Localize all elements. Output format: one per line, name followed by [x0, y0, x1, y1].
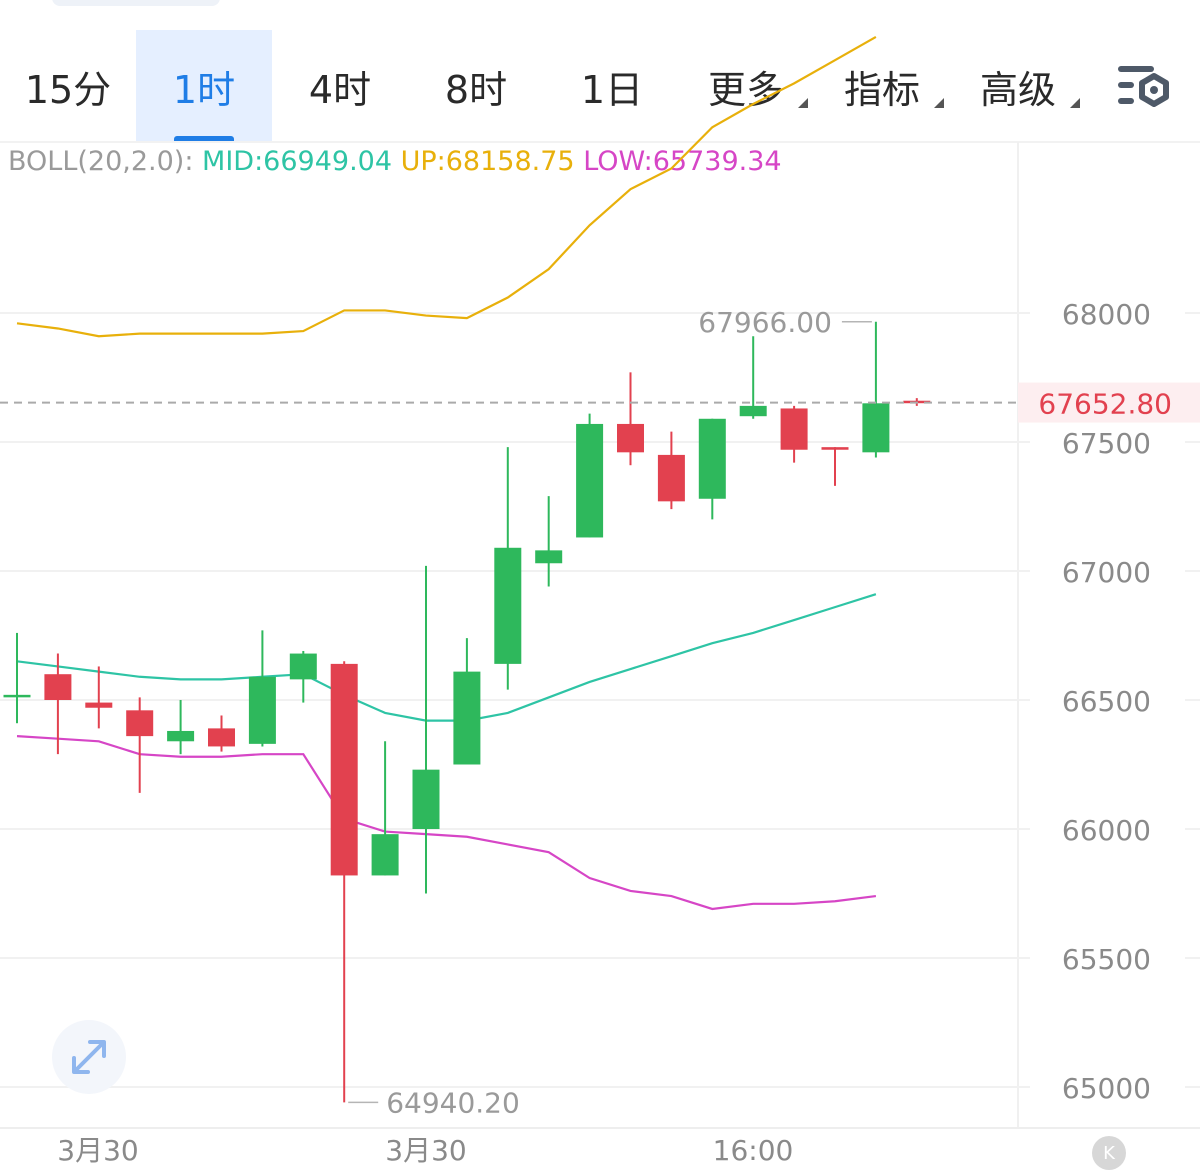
- candle-body: [208, 728, 235, 747]
- boll-upper-line: [16, 35, 877, 338]
- tab-indicators[interactable]: 指标: [826, 30, 944, 142]
- candle-body: [126, 710, 154, 737]
- tab-1hour[interactable]: 1时: [136, 30, 272, 142]
- candle-body: [371, 834, 399, 876]
- candle-body: [739, 405, 767, 417]
- boll-indicator-readout: BOLL(20,2.0): MID:66949.04 UP:68158.75 L…: [8, 146, 782, 177]
- y-tick-label: 66500: [1062, 685, 1151, 718]
- candle-body: [248, 676, 276, 744]
- tab-label: 高级: [979, 67, 1056, 112]
- candle-body: [494, 547, 522, 664]
- candle-body: [780, 408, 808, 450]
- y-tick-label: 65500: [1062, 943, 1151, 976]
- k-line-icon: K: [1103, 1142, 1115, 1164]
- candle-body: [698, 418, 726, 499]
- tab-label: 4时: [308, 67, 372, 112]
- k-line-button[interactable]: K: [1092, 1136, 1126, 1170]
- chart-settings-icon[interactable]: [1114, 62, 1174, 112]
- timeframe-tab-bar: 15分 1时 4时 8时 1日 更多 指标 高级: [0, 30, 1200, 142]
- tab-label: 1日: [580, 67, 644, 112]
- candle-body: [453, 671, 481, 765]
- tab-label: 15分: [24, 67, 112, 112]
- dropdown-caret-icon: [934, 98, 944, 108]
- candle-body: [535, 550, 563, 564]
- boll-name: BOLL(20,2.0):: [8, 146, 194, 177]
- expand-arrows-icon: [72, 1040, 106, 1074]
- tab-8hour[interactable]: 8时: [408, 30, 544, 142]
- dropdown-caret-icon: [1070, 98, 1080, 108]
- boll-low: LOW:65739.34: [583, 146, 782, 177]
- boll-up: UP:68158.75: [400, 146, 575, 177]
- y-tick-label: 65000: [1062, 1072, 1151, 1105]
- candle-body: [576, 423, 604, 538]
- tab-label: 指标: [843, 67, 920, 112]
- x-tick-label: 3月30: [57, 1134, 138, 1167]
- top-scroll-pill: [52, 0, 220, 6]
- candle-body: [657, 454, 685, 502]
- candle-body: [289, 653, 317, 680]
- current-price-tag: [1018, 382, 1200, 423]
- candle-body: [617, 423, 644, 453]
- candle-body: [85, 702, 113, 708]
- candle-body: [821, 447, 849, 450]
- current-price-label: 67652.80: [1038, 388, 1172, 421]
- tab-1day[interactable]: 1日: [544, 30, 680, 142]
- candle-body: [862, 403, 890, 453]
- active-tab-indicator: [174, 136, 234, 142]
- dropdown-caret-icon: [798, 98, 808, 108]
- x-tick-label: 16:00: [713, 1134, 794, 1167]
- low-marker-label: 64940.20: [386, 1086, 520, 1119]
- candle-body: [167, 730, 195, 742]
- tab-label: 更多: [707, 67, 784, 112]
- y-tick-label: 67500: [1062, 427, 1151, 460]
- candle-body: [44, 674, 72, 700]
- y-tick-label: 68000: [1062, 298, 1151, 331]
- boll-mid: MID:66949.04: [202, 146, 393, 177]
- candle-body: [412, 769, 440, 829]
- candle-body: [3, 694, 31, 698]
- x-tick-label: 3月30: [385, 1134, 466, 1167]
- boll-mid-line: [16, 593, 877, 722]
- expand-chart-button[interactable]: [52, 1020, 126, 1094]
- tab-advanced[interactable]: 高级: [962, 30, 1080, 142]
- y-tick-label: 67000: [1062, 556, 1151, 589]
- boll-lower-line: [16, 735, 877, 911]
- tab-4hour[interactable]: 4时: [272, 30, 408, 142]
- y-tick-label: 66000: [1062, 814, 1151, 847]
- tab-label: 8时: [444, 67, 508, 112]
- candle-body: [330, 663, 358, 876]
- tab-15min[interactable]: 15分: [0, 30, 136, 142]
- high-marker-label: 67966.00: [698, 306, 832, 339]
- tab-label: 1时: [172, 67, 236, 112]
- tab-more[interactable]: 更多: [690, 30, 808, 142]
